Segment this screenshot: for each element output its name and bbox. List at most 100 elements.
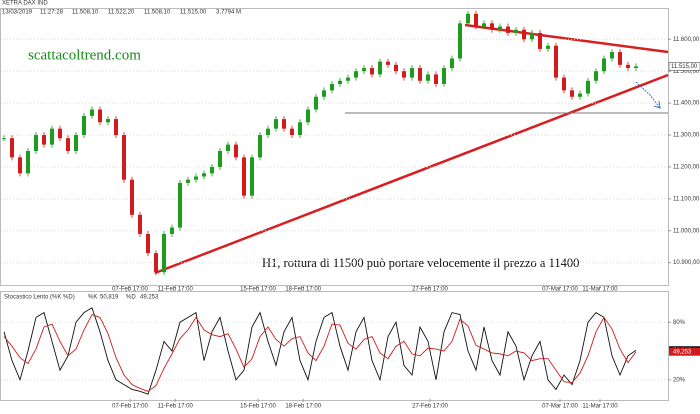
candle (450, 58, 454, 69)
candle (42, 135, 46, 145)
candle (74, 135, 78, 151)
candle (602, 58, 606, 72)
candle (418, 68, 422, 81)
last-value-box (669, 347, 700, 356)
candle (250, 157, 254, 196)
candle (434, 74, 438, 84)
x-tick-label: 07-Feb 17:00 (112, 287, 148, 293)
candle (442, 68, 446, 84)
candle (170, 227, 174, 234)
stoch-frame (0, 291, 669, 401)
close: 11.515,00 (180, 10, 207, 16)
trend-support (154, 73, 669, 275)
candle (338, 80, 342, 84)
y-tick-label: 20% (673, 377, 686, 383)
candle (346, 77, 350, 81)
candle (18, 157, 22, 174)
candle (90, 109, 94, 116)
stoch-line (3, 313, 637, 392)
candle (274, 119, 278, 129)
candle (506, 26, 510, 33)
y-tick-label: 11.600,00 (673, 37, 700, 43)
candle (474, 13, 478, 27)
x-tick-label: 27-Feb 17:00 (412, 404, 448, 410)
d-name: %D (126, 295, 136, 301)
candle (522, 29, 526, 40)
candle (58, 128, 62, 139)
candle (634, 66, 638, 69)
candle (402, 71, 406, 78)
last-value-label: 49,253 (673, 349, 692, 355)
low: 11.508,10 (144, 10, 171, 16)
x-tick-label: 18-Feb 17:00 (285, 404, 321, 410)
y-tick-label: 10.900,00 (673, 260, 700, 266)
candle (82, 115, 86, 136)
x-tick-label: 11-Feb 17:00 (158, 404, 194, 410)
y-tick-label: 11.500,00 (673, 69, 700, 75)
watermark: scattacoltrend.com (28, 47, 141, 63)
forecast-arrow (635, 81, 661, 109)
candle (146, 233, 150, 254)
candle (258, 135, 262, 158)
candle (618, 52, 622, 65)
candle (370, 68, 374, 75)
candle (178, 182, 182, 228)
stoch-title: Stocastico Lento (%K %D) (4, 295, 75, 301)
candle (154, 253, 158, 273)
candle (378, 61, 382, 75)
candle (114, 119, 118, 136)
candle (514, 29, 518, 33)
candle (610, 52, 614, 59)
candle (266, 128, 270, 136)
time: 11:27:28 (40, 10, 64, 16)
candle (386, 61, 390, 65)
candle (322, 90, 326, 97)
y-tick-label: 11.300,00 (673, 133, 700, 139)
candle (218, 150, 222, 167)
candle (210, 166, 214, 174)
candle (298, 122, 302, 136)
candle (498, 26, 502, 30)
candle (138, 214, 142, 234)
candle (570, 90, 574, 97)
candle (10, 138, 14, 158)
x-tick-label: 15-Feb 17:00 (240, 404, 276, 410)
candle (410, 68, 414, 78)
y-tick-label: 80% (673, 320, 686, 326)
candle (562, 77, 566, 91)
candle (554, 45, 558, 78)
candle (234, 144, 238, 158)
high: 11.522,20 (108, 10, 135, 16)
candle (330, 83, 334, 91)
k-name: %K (88, 295, 97, 301)
candle (458, 23, 462, 59)
y-tick-label: 11.100,00 (673, 196, 700, 202)
open: 11.508,10 (72, 10, 99, 16)
date: 13/03/2019 (2, 10, 33, 16)
candle (226, 144, 230, 151)
x-tick-label: 07-Mar 17:00 (542, 287, 578, 293)
candle (546, 45, 550, 49)
candle (162, 233, 166, 273)
candle (482, 23, 486, 27)
k-value: 50,819 (100, 295, 119, 301)
x-tick-label: 07-Mar 17:00 (542, 404, 578, 410)
instrument: XETRA DAX IND (2, 1, 48, 7)
x-tick-label: 11-Mar 17:00 (582, 404, 618, 410)
last-price-box (668, 62, 700, 71)
candle (594, 71, 598, 81)
x-tick-label: 27-Feb 17:00 (412, 287, 448, 293)
candle (354, 71, 358, 78)
candle (394, 64, 398, 72)
candle (202, 173, 206, 177)
y-tick-label: 11.000,00 (673, 228, 700, 234)
annotation: H1, rottura di 11500 può portare velocem… (262, 256, 579, 270)
candle (530, 32, 534, 40)
candle (362, 68, 366, 72)
candle (306, 109, 310, 123)
x-tick-label: 07-Feb 17:00 (112, 404, 148, 410)
candle (106, 119, 110, 123)
candle (426, 74, 430, 81)
candle (314, 96, 318, 110)
